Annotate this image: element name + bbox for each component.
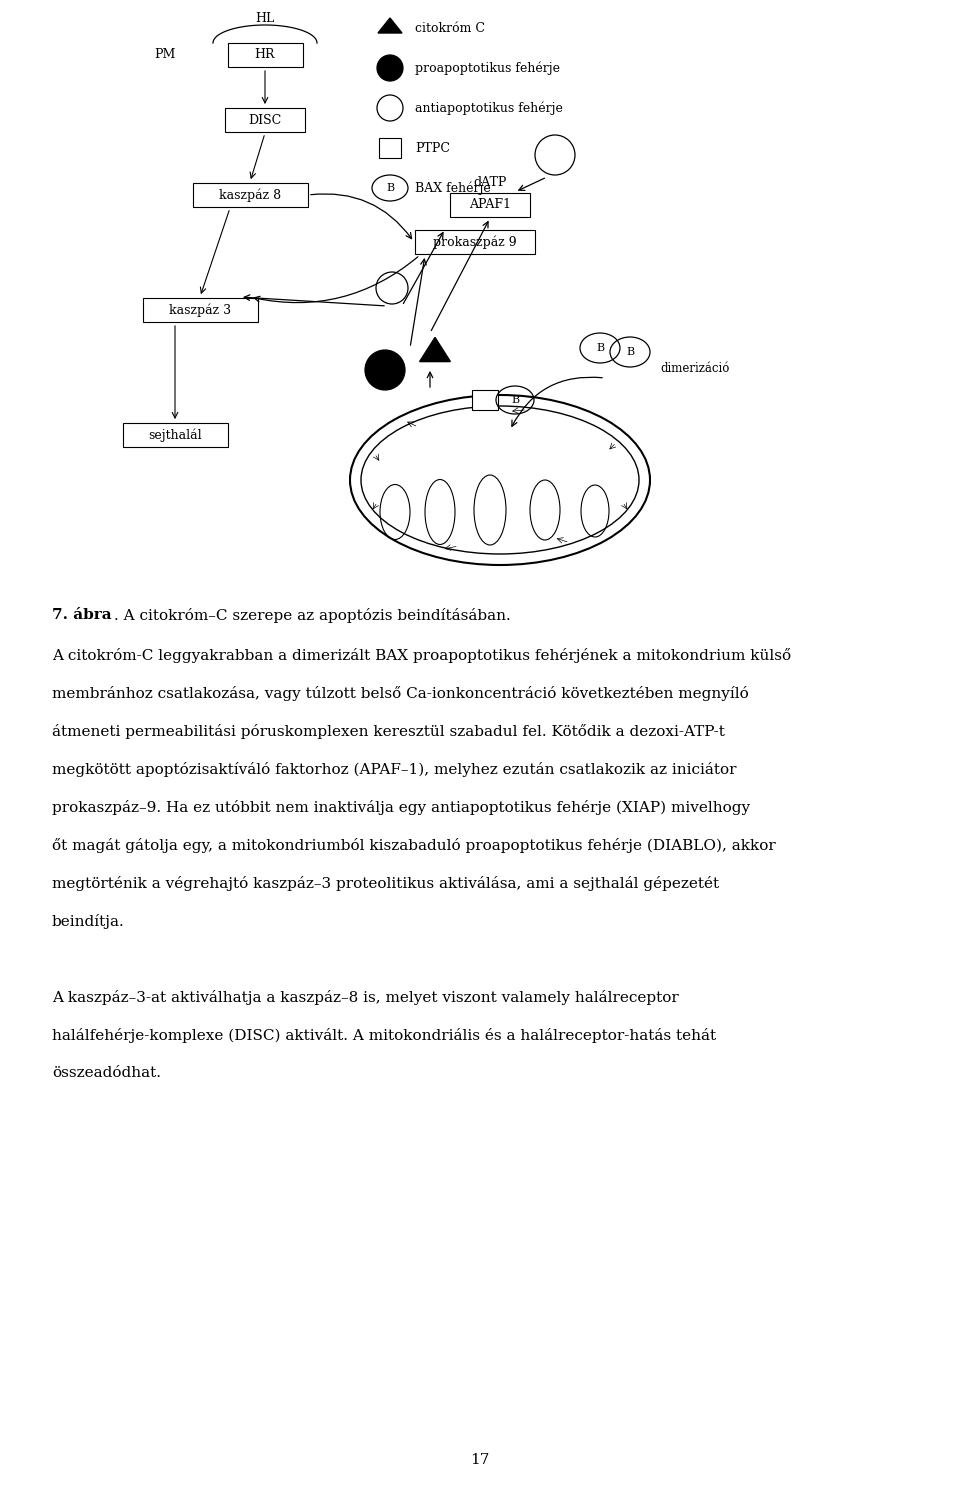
Text: 17: 17 bbox=[470, 1454, 490, 1467]
Text: A kaszpáz–3-at aktiválhatja a kaszpáz–8 is, melyet viszont valamely halálrecepto: A kaszpáz–3-at aktiválhatja a kaszpáz–8 … bbox=[52, 990, 679, 1005]
Text: antiapoptotikus fehérje: antiapoptotikus fehérje bbox=[415, 101, 563, 115]
Text: megtörténik a végrehajtó kaszpáz–3 proteolitikus aktiválása, ami a sejthalál gép: megtörténik a végrehajtó kaszpáz–3 prote… bbox=[52, 877, 719, 892]
Text: citokróm C: citokróm C bbox=[415, 21, 485, 34]
Text: kaszpáz 3: kaszpáz 3 bbox=[169, 303, 231, 316]
Text: dATP: dATP bbox=[473, 176, 507, 188]
Text: összeadódhat.: összeadódhat. bbox=[52, 1066, 161, 1079]
FancyBboxPatch shape bbox=[379, 139, 401, 158]
Text: halálfehérje-komplexe (DISC) aktivált. A mitokondriális és a halálreceptor-hatás: halálfehérje-komplexe (DISC) aktivált. A… bbox=[52, 1027, 716, 1044]
Text: DISC: DISC bbox=[249, 113, 281, 127]
FancyBboxPatch shape bbox=[228, 43, 302, 67]
Text: prokaszpáz 9: prokaszpáz 9 bbox=[433, 236, 516, 249]
Text: B: B bbox=[626, 347, 634, 356]
FancyBboxPatch shape bbox=[450, 192, 530, 218]
FancyBboxPatch shape bbox=[193, 183, 307, 207]
Text: proapoptotikus fehérje: proapoptotikus fehérje bbox=[415, 61, 560, 75]
Text: membránhoz csatlakozása, vagy túlzott belső Ca-ionkoncentráció következtében meg: membránhoz csatlakozása, vagy túlzott be… bbox=[52, 686, 749, 701]
Text: őt magát gátolja egy, a mitokondriumból kiszabaduló proapoptotikus fehérje (DIAB: őt magát gátolja egy, a mitokondriumból … bbox=[52, 838, 776, 853]
Text: B: B bbox=[386, 183, 394, 192]
Text: B: B bbox=[511, 395, 519, 406]
Text: A citokróm-C leggyakrabban a dimerizált BAX proapoptotikus fehérjének a mitokond: A citokróm-C leggyakrabban a dimerizált … bbox=[52, 649, 791, 663]
FancyBboxPatch shape bbox=[142, 298, 257, 322]
Text: . A citokróm–C szerepe az apoptózis beindításában.: . A citokróm–C szerepe az apoptózis bein… bbox=[114, 608, 511, 623]
Text: kaszpáz 8: kaszpáz 8 bbox=[219, 188, 281, 201]
Text: PM: PM bbox=[155, 49, 176, 61]
Text: B: B bbox=[596, 343, 604, 353]
FancyBboxPatch shape bbox=[472, 391, 498, 410]
Text: PTPC: PTPC bbox=[415, 142, 450, 155]
Text: HL: HL bbox=[255, 12, 275, 24]
Text: megkötött apoptózisaktíváló faktorhoz (APAF–1), melyhez ezután csatlakozik az in: megkötött apoptózisaktíváló faktorhoz (A… bbox=[52, 762, 736, 777]
FancyBboxPatch shape bbox=[123, 423, 228, 447]
Text: HR: HR bbox=[254, 49, 276, 61]
Text: 7. ábra: 7. ábra bbox=[52, 608, 111, 622]
Text: APAF1: APAF1 bbox=[469, 198, 511, 212]
Polygon shape bbox=[378, 18, 402, 33]
FancyBboxPatch shape bbox=[415, 230, 535, 253]
Text: prokaszpáz–9. Ha ez utóbbit nem inaktiválja egy antiapoptotikus fehérje (XIAP) m: prokaszpáz–9. Ha ez utóbbit nem inaktivá… bbox=[52, 801, 750, 816]
Ellipse shape bbox=[377, 55, 403, 81]
Text: BAX fehérje: BAX fehérje bbox=[415, 182, 491, 195]
Text: átmeneti permeabilitási póruskomplexen keresztül szabadul fel. Kötődik a dezoxi-: átmeneti permeabilitási póruskomplexen k… bbox=[52, 725, 725, 740]
Text: sejthalál: sejthalál bbox=[148, 428, 202, 441]
Circle shape bbox=[365, 350, 405, 391]
Text: dimerizáció: dimerizáció bbox=[660, 361, 730, 374]
FancyBboxPatch shape bbox=[225, 107, 305, 133]
Polygon shape bbox=[420, 337, 450, 362]
Text: beindítja.: beindítja. bbox=[52, 914, 125, 929]
